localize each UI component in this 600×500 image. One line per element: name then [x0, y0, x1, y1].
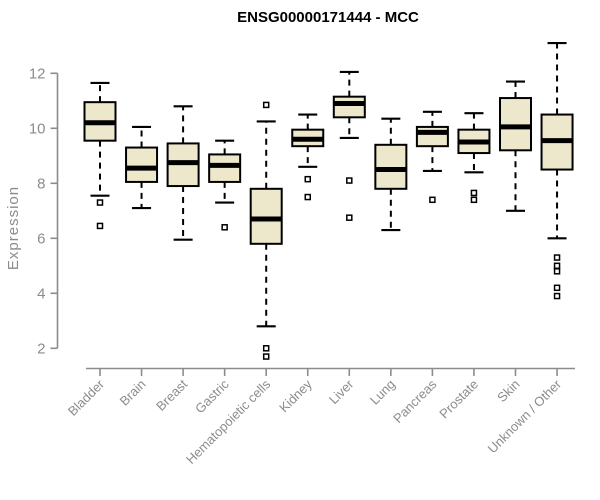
boxplot-unknown-other [540, 41, 574, 300]
iqr-box [125, 146, 159, 183]
outlier-point [346, 177, 353, 184]
outlier-point [96, 222, 104, 230]
y-tick-label: 12 [29, 65, 46, 82]
boxplot-lung [374, 117, 408, 232]
outlier-point [96, 199, 104, 206]
boxplot-series [83, 41, 574, 360]
outlier-point [553, 268, 561, 275]
y-tick-label: 4 [37, 285, 45, 302]
x-tick-label-breast: Breast [153, 376, 190, 413]
outlier-point [553, 292, 561, 300]
x-tick-label-gastric: Gastric [192, 376, 232, 416]
boxplot-bladder [83, 81, 117, 230]
chart-title: ENSG00000171444 - MCC [237, 9, 419, 26]
x-tick-label-skin: Skin [494, 377, 522, 405]
y-tick-label: 8 [37, 175, 45, 192]
boxplot-hematopoietic-cells [249, 101, 283, 360]
y-tick-label: 6 [37, 230, 45, 247]
x-tick-label-lung: Lung [367, 377, 398, 408]
iqr-box [249, 187, 283, 245]
iqr-box [499, 97, 532, 152]
boxplot-gastric [208, 139, 242, 231]
outlier-point [429, 196, 436, 204]
boxplot-pancreas [415, 110, 449, 204]
outlier-point [553, 284, 561, 292]
outlier-point [262, 101, 270, 109]
boxplot-skin [499, 80, 532, 212]
outlier-point [553, 262, 561, 270]
x-tick-label-kidney: Kidney [276, 376, 315, 415]
y-tick-label: 10 [29, 120, 46, 137]
outlier-point [553, 254, 561, 261]
outlier-point [470, 196, 478, 204]
iqr-box [415, 125, 449, 148]
y-tick-label: 2 [37, 340, 45, 357]
outlier-point [304, 193, 311, 201]
iqr-box [332, 95, 366, 119]
outlier-point [304, 175, 311, 183]
iqr-box [374, 143, 408, 190]
outlier-point [262, 345, 270, 352]
outlier-point [470, 189, 478, 197]
boxplot-kidney [291, 113, 325, 201]
boxplot-prostate [457, 112, 491, 204]
x-tick-label-unknown-other: Unknown / Other [485, 376, 565, 456]
y-axis-label: Expression [5, 186, 22, 270]
boxplot-breast [166, 105, 200, 241]
outlier-point [346, 214, 353, 221]
x-tick-label-pancreas: Pancreas [390, 376, 440, 426]
boxplot-liver [332, 70, 366, 221]
outlier-point [262, 353, 270, 360]
iqr-box [208, 153, 242, 183]
x-tick-label-bladder: Bladder [65, 376, 108, 419]
outlier-point [221, 224, 228, 231]
boxplot-brain [125, 125, 159, 210]
x-tick-label-liver: Liver [326, 376, 357, 407]
x-tick-label-brain: Brain [117, 377, 149, 409]
x-tick-label-prostate: Prostate [436, 377, 481, 422]
